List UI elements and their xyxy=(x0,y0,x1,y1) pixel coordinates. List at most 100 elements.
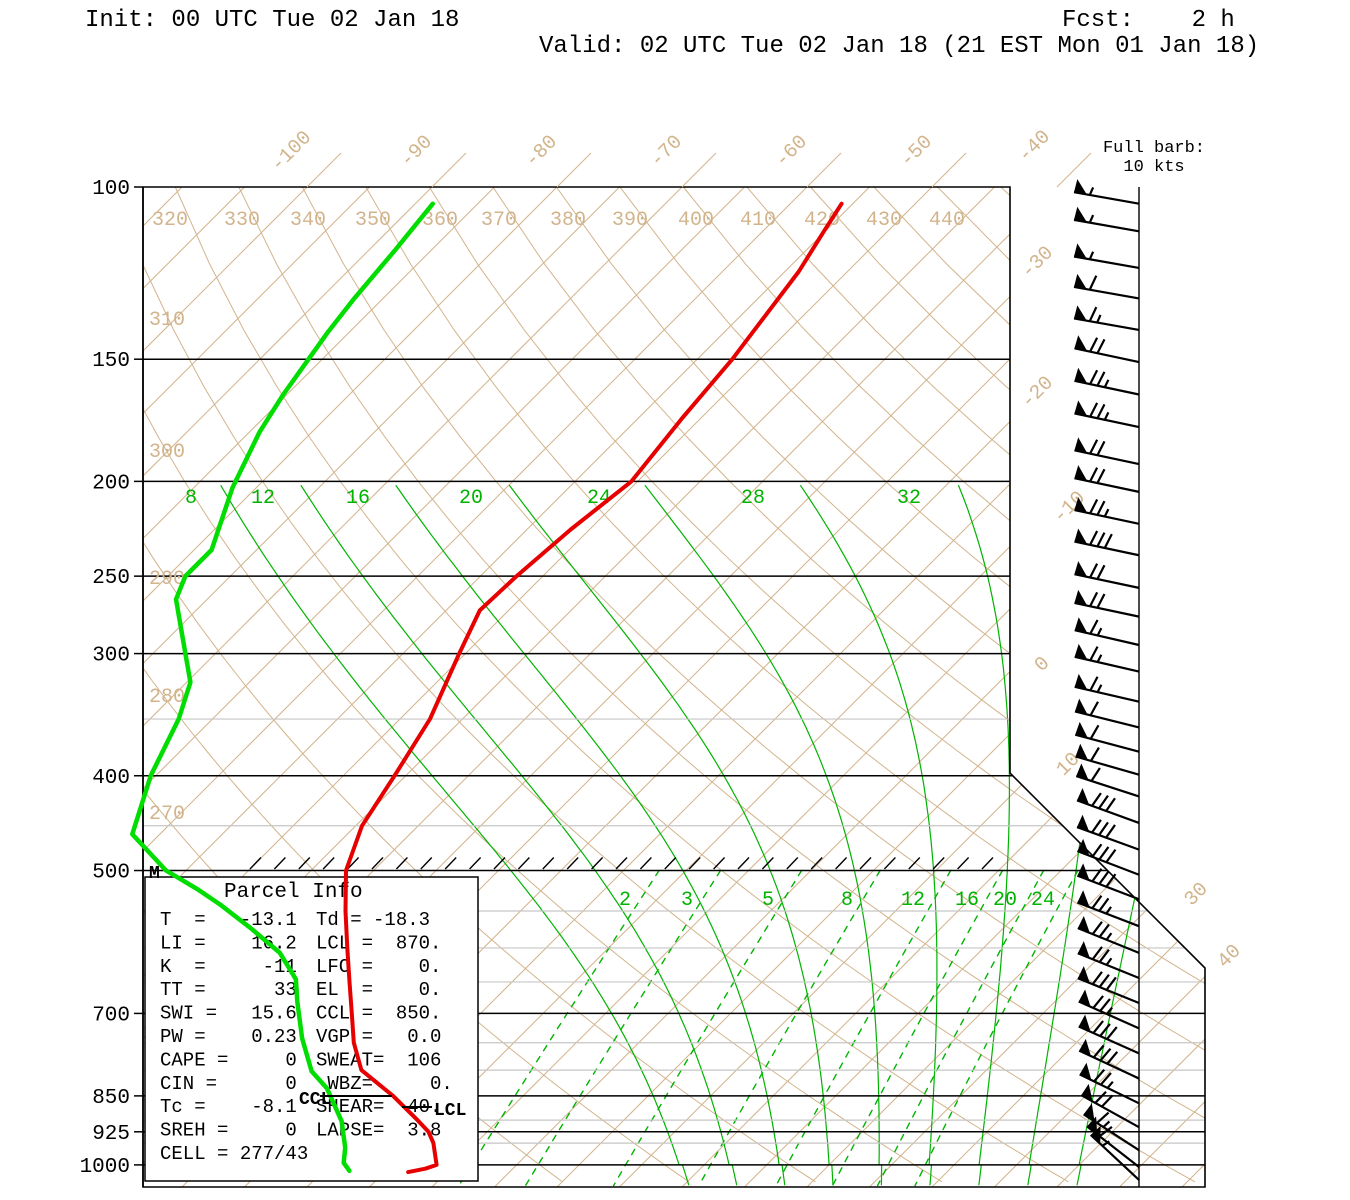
svg-text:16: 16 xyxy=(346,487,370,510)
svg-text:400: 400 xyxy=(678,209,714,232)
svg-text:-10: -10 xyxy=(1049,487,1091,529)
svg-text:CELL = 277/43: CELL = 277/43 xyxy=(160,1143,308,1165)
svg-text:LAPSE= 3.8: LAPSE= 3.8 xyxy=(316,1120,441,1142)
svg-text:8: 8 xyxy=(185,487,197,510)
svg-text:360: 360 xyxy=(422,209,458,232)
svg-text:VGP = 0.0: VGP = 0.0 xyxy=(316,1026,441,1048)
temperature-curve xyxy=(343,201,844,1175)
lcl-marker-label: LCL xyxy=(434,1101,466,1121)
svg-text:-100: -100 xyxy=(267,127,317,177)
hatch-ticks-500mb xyxy=(249,857,994,870)
svg-text:CCL = 850.: CCL = 850. xyxy=(316,1003,441,1025)
svg-text:200: 200 xyxy=(92,472,130,495)
svg-text:28: 28 xyxy=(741,487,765,510)
svg-text:-50: -50 xyxy=(896,131,938,173)
svg-text:30: 30 xyxy=(1180,878,1213,911)
svg-text:CIN = 0: CIN = 0 xyxy=(160,1073,297,1095)
svg-text:440: 440 xyxy=(929,209,965,232)
svg-text:LFC = 0.: LFC = 0. xyxy=(316,956,441,978)
svg-text:SWEAT= 106: SWEAT= 106 xyxy=(316,1049,441,1071)
svg-text:Td = -18.3: Td = -18.3 xyxy=(316,909,430,931)
mixing-ratio-lines xyxy=(458,869,1079,1187)
svg-text:500: 500 xyxy=(92,862,130,885)
svg-text:350: 350 xyxy=(355,209,391,232)
svg-text:-30: -30 xyxy=(1017,242,1059,284)
svg-text:330: 330 xyxy=(224,209,260,232)
svg-text:370: 370 xyxy=(481,209,517,232)
svg-text:410: 410 xyxy=(740,209,776,232)
parcel-info-title: Parcel Info xyxy=(224,881,363,904)
svg-text:150: 150 xyxy=(92,350,130,373)
dewpoint-curve xyxy=(130,201,436,1174)
svg-text:-60: -60 xyxy=(771,131,813,173)
svg-text:100: 100 xyxy=(92,178,130,201)
svg-text:16: 16 xyxy=(955,889,979,912)
dry-adiabat-labels: 320 330 340 350 360 370 380 390 400 410 420 430 440 3… xyxy=(149,209,965,826)
svg-text:390: 390 xyxy=(612,209,648,232)
svg-text:925: 925 xyxy=(92,1123,130,1146)
skewt-generated-layers: -100 -90 -80 -70 -60 -50 -40-30-20-10010304032… xyxy=(80,126,1246,1188)
moist-adiabat-lines xyxy=(220,485,1205,1186)
svg-text:12: 12 xyxy=(251,487,275,510)
svg-text:-20: -20 xyxy=(1017,372,1059,414)
svg-text:1000: 1000 xyxy=(80,1156,130,1179)
svg-text:K = -11: K = -11 xyxy=(160,956,297,978)
svg-text:TT = 33: TT = 33 xyxy=(160,979,297,1001)
svg-text:300: 300 xyxy=(149,441,185,464)
svg-text:8: 8 xyxy=(841,889,853,912)
svg-text:PW = 0.23: PW = 0.23 xyxy=(160,1026,297,1048)
svg-text:250: 250 xyxy=(92,567,130,590)
svg-text:32: 32 xyxy=(897,487,921,510)
svg-text:0: 0 xyxy=(1030,652,1055,677)
svg-text:Tc = -8.1: Tc = -8.1 xyxy=(160,1096,297,1118)
svg-text:280: 280 xyxy=(149,686,185,709)
svg-text:-40: -40 xyxy=(1014,126,1056,168)
svg-text:T = -13.1: T = -13.1 xyxy=(160,909,297,931)
svg-text:300: 300 xyxy=(92,645,130,668)
svg-text:-90: -90 xyxy=(396,131,438,173)
svg-text:2: 2 xyxy=(619,889,631,912)
max-wind-marker: M xyxy=(149,864,160,884)
svg-text:380: 380 xyxy=(550,209,586,232)
barb-legend-line2: 10 kts xyxy=(1123,158,1184,177)
wind-barbs xyxy=(1073,179,1140,1181)
svg-text:290: 290 xyxy=(149,568,185,591)
init-time-label: Init: 00 UTC Tue 02 Jan 18 xyxy=(85,7,459,34)
mixing-ratio-labels: 2 3 5 8 12 16 20 24 xyxy=(619,889,1055,912)
moist-adiabat-labels: 8 12 16 20 24 28 32 xyxy=(185,487,921,510)
svg-text:5: 5 xyxy=(762,889,774,912)
barb-legend-line1: Full barb: xyxy=(1103,139,1205,158)
svg-text:420: 420 xyxy=(804,209,840,232)
svg-text:320: 320 xyxy=(152,209,188,232)
svg-text:400: 400 xyxy=(92,767,130,790)
svg-text:270: 270 xyxy=(149,803,185,826)
svg-text:-70: -70 xyxy=(646,131,688,173)
svg-text:-80: -80 xyxy=(521,131,563,173)
level-markers: M CCL LCL xyxy=(149,864,466,1121)
svg-text:CAPE = 0: CAPE = 0 xyxy=(160,1049,297,1071)
svg-text:20: 20 xyxy=(993,889,1017,912)
svg-text:40: 40 xyxy=(1213,940,1246,973)
pressure-axis: 100 150 200 250 300 400 500 700 850 925 1000 xyxy=(80,178,144,1187)
svg-text:12: 12 xyxy=(901,889,925,912)
svg-text:SWI = 15.6: SWI = 15.6 xyxy=(160,1003,297,1025)
svg-text:3: 3 xyxy=(681,889,693,912)
svg-text:430: 430 xyxy=(866,209,902,232)
svg-text:340: 340 xyxy=(290,209,326,232)
svg-text:20: 20 xyxy=(459,487,483,510)
isotherm-label-stubs xyxy=(306,152,1092,188)
svg-text:EL = 0.: EL = 0. xyxy=(316,979,441,1001)
svg-text:700: 700 xyxy=(92,1004,130,1027)
forecast-hour-label: Fcst: 2 h xyxy=(1062,7,1235,34)
svg-text:SREH = 0: SREH = 0 xyxy=(160,1120,297,1142)
parcel-info-box xyxy=(144,876,479,1182)
ccl-marker-label: CCL xyxy=(299,1090,331,1110)
valid-time-label: Valid: 02 UTC Tue 02 Jan 18 (21 EST Mon … xyxy=(539,33,1259,60)
svg-text:LCL = 870.: LCL = 870. xyxy=(316,932,441,954)
svg-text:310: 310 xyxy=(149,309,185,332)
svg-text:850: 850 xyxy=(92,1087,130,1110)
svg-text:24: 24 xyxy=(1031,889,1055,912)
svg-text:WBZ= 0.: WBZ= 0. xyxy=(316,1073,453,1095)
